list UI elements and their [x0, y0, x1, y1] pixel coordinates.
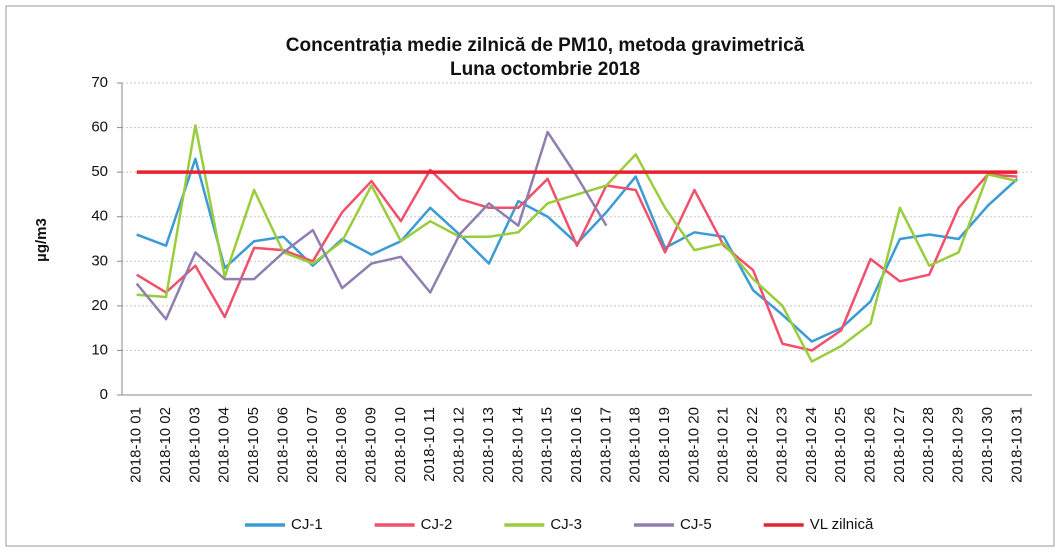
x-tick-label: 2018-10 15: [539, 407, 556, 483]
x-tick-label: 2018-10 17: [597, 407, 614, 483]
x-tick-label: 2018-10 26: [862, 407, 879, 483]
x-tick-label: 2018-10 06: [274, 407, 291, 483]
x-tick-label: 2018-10 05: [245, 407, 262, 483]
y-tick-label: 0: [100, 386, 108, 403]
x-tick-label: 2018-10 11: [421, 407, 438, 482]
y-tick-label: 40: [91, 208, 108, 225]
y-axis-label: µg/m3: [33, 218, 50, 262]
chart-frame: [5, 5, 1055, 547]
x-tick-label: 2018-10 25: [832, 407, 849, 483]
legend-label: CJ-3: [550, 516, 582, 533]
chart-title: Concentrația medie zilnică de PM10, meto…: [286, 35, 805, 56]
y-tick-label: 70: [91, 74, 108, 91]
x-tick-label: 2018-10 31: [1008, 407, 1025, 483]
x-tick-label: 2018-10 08: [333, 407, 350, 483]
x-tick-label: 2018-10 13: [480, 407, 497, 483]
x-tick-label: 2018-10 30: [979, 407, 996, 483]
x-tick-label: 2018-10 21: [715, 407, 732, 483]
x-tick-label: 2018-10 14: [509, 407, 526, 483]
x-tick-label: 2018-10 04: [216, 407, 233, 483]
x-tick-label: 2018-10 18: [627, 407, 644, 483]
x-tick-label: 2018-10 03: [186, 407, 203, 483]
x-tick-label: 2018-10 24: [803, 407, 820, 483]
y-tick-label: 20: [91, 297, 108, 314]
x-tick-label: 2018-10 02: [157, 407, 174, 483]
x-tick-label: 2018-10 28: [920, 407, 937, 483]
x-tick-label: 2018-10 23: [773, 407, 790, 483]
chart-subtitle: Luna octombrie 2018: [450, 59, 640, 80]
series-line: [135, 130, 608, 321]
y-tick-label: 50: [91, 163, 108, 180]
x-tick-label: 2018-10 19: [656, 407, 673, 483]
x-tick-label: 2018-10 20: [685, 407, 702, 483]
x-tick-label: 2018-10 22: [744, 407, 761, 483]
x-tick-label: 2018-10 10: [392, 407, 409, 483]
legend-label: CJ-5: [680, 516, 712, 533]
legend-label: CJ-1: [291, 516, 323, 533]
legend-label: CJ-2: [421, 516, 453, 533]
x-tick-label: 2018-10 29: [950, 407, 967, 483]
x-tick-label: 2018-10 27: [891, 407, 908, 483]
y-tick-label: 30: [91, 252, 108, 269]
x-tick-label: 2018-10 07: [304, 407, 321, 483]
x-tick-label: 2018-10 09: [362, 407, 379, 483]
y-tick-label: 60: [91, 119, 108, 136]
x-tick-label: 2018-10 12: [451, 407, 468, 483]
x-tick-label: 2018-10 01: [128, 407, 145, 483]
legend-label: VL zilnică: [810, 516, 874, 533]
x-tick-label: 2018-10 16: [568, 407, 585, 483]
y-tick-label: 10: [91, 341, 108, 358]
